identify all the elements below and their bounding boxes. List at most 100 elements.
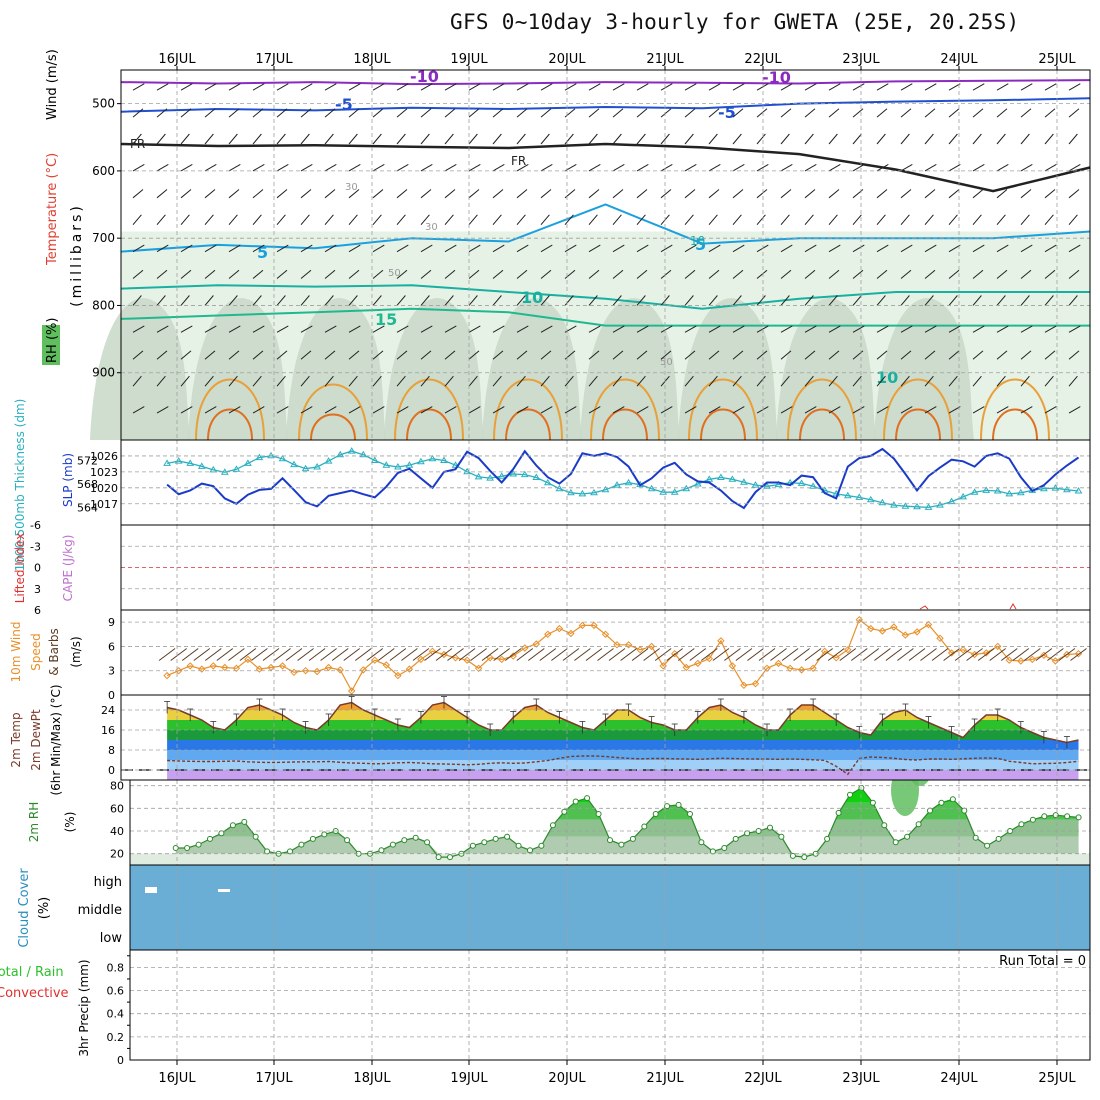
isotherm-20-bulb [394, 378, 464, 441]
wind10-barb [389, 648, 407, 661]
wind-barb [612, 295, 622, 306]
wind10-barb [158, 648, 176, 661]
wind-barb [804, 214, 814, 226]
wind-barb [732, 214, 742, 226]
wind10-barb [885, 648, 903, 661]
wind10-barb [574, 648, 591, 661]
wind10-barb [747, 648, 764, 661]
wind-barb [252, 83, 265, 91]
wind-barb [156, 214, 166, 226]
wind-barb [1068, 295, 1078, 306]
wind10-point [278, 662, 287, 670]
wind-barb [732, 163, 745, 172]
ytick-label: 600 [92, 164, 115, 178]
wind-barb [852, 325, 865, 333]
wind-barb [348, 295, 358, 306]
wind-barb [1044, 350, 1056, 360]
wind-barb [540, 83, 553, 91]
wind-barb [660, 108, 672, 118]
wind-barb [876, 269, 888, 279]
thickness-point [740, 478, 748, 485]
wind-barb [996, 108, 1008, 118]
wind10-point [913, 628, 921, 636]
rh2m-point [721, 845, 728, 851]
ytick-label: 700 [92, 231, 115, 245]
wind-barb [780, 406, 793, 414]
wind-barb [924, 163, 937, 172]
wind-barb [972, 108, 984, 118]
wind10-point [890, 623, 898, 631]
wind-barb [276, 83, 289, 91]
wind10-barb [251, 648, 268, 661]
wind-barb [324, 350, 336, 360]
day-label-bottom: 25JUL [1038, 1071, 1076, 1086]
wind10-point [705, 654, 714, 663]
rh2m-point [378, 847, 385, 854]
wind10-point [544, 630, 552, 639]
wind-barb [564, 244, 577, 253]
wind-barb [636, 269, 648, 279]
thickness-point [751, 481, 760, 488]
wind10-point [382, 661, 391, 669]
wind-barb [1020, 406, 1033, 414]
rh2m-point [961, 807, 968, 814]
ytick-label: 0 [117, 1054, 124, 1067]
thickness-point [993, 487, 1002, 494]
wind-barb [588, 325, 601, 333]
wind-barb [372, 133, 382, 145]
rh-50pct-region [90, 298, 190, 440]
thickness-point [267, 451, 275, 459]
wind-barb [156, 325, 169, 333]
wind-barb [180, 375, 190, 387]
wind-barb [612, 83, 625, 91]
wind-barb [972, 163, 985, 172]
thickness-point [532, 473, 541, 480]
wind-barb [1020, 244, 1033, 253]
wind-barb [708, 163, 721, 172]
wind10-barb [412, 648, 430, 661]
wind-barb [348, 406, 361, 414]
rh2m-point [218, 830, 225, 837]
wind-barb [444, 189, 456, 199]
wind-barb [468, 375, 478, 387]
wind-barb [156, 295, 166, 306]
rh2m-label: 2m RH [27, 802, 41, 843]
precip-convective-label: Convective [0, 986, 69, 1001]
temp-band [167, 750, 1079, 760]
wind10-point [694, 659, 702, 668]
wind-barb [252, 375, 262, 387]
thickness-point [774, 480, 783, 488]
wind-barb [252, 133, 262, 145]
ytick-label: 60 [110, 802, 124, 815]
wind-barb [372, 244, 385, 253]
rh2m-point [709, 848, 716, 855]
contour-label: 30 [345, 182, 358, 193]
wind-barb [852, 214, 862, 226]
wind10-barb [977, 648, 995, 661]
lifted-index-tick: 6 [34, 604, 41, 617]
wind-barb [324, 108, 336, 118]
thickness-point [693, 480, 702, 487]
thickness-point [924, 503, 933, 510]
wind-barb [660, 406, 673, 414]
wind-barb [996, 214, 1006, 226]
wind-barb [732, 350, 744, 360]
wind-barb [492, 83, 505, 91]
wind-barb [516, 244, 529, 253]
lifted-index-label: Lifted Index [13, 533, 27, 604]
thickness-point [982, 486, 991, 493]
thickness-point [232, 465, 241, 472]
wind-barb [684, 133, 694, 145]
thickness-axis-label: 1000-500mb Thickness (dm) [13, 399, 27, 572]
thickness-tick-label: 568 [77, 478, 98, 491]
thickness-point [1063, 485, 1071, 493]
wind-barb [588, 83, 601, 91]
thickness-point [578, 489, 587, 497]
wind-barb [684, 214, 694, 226]
wind-barb [372, 406, 385, 414]
wind-barb [492, 244, 505, 253]
wind10-barb [781, 648, 799, 661]
wind-barb [636, 163, 649, 172]
wind-barb [372, 214, 382, 226]
rh-axis-label: RH (%) [45, 318, 60, 363]
